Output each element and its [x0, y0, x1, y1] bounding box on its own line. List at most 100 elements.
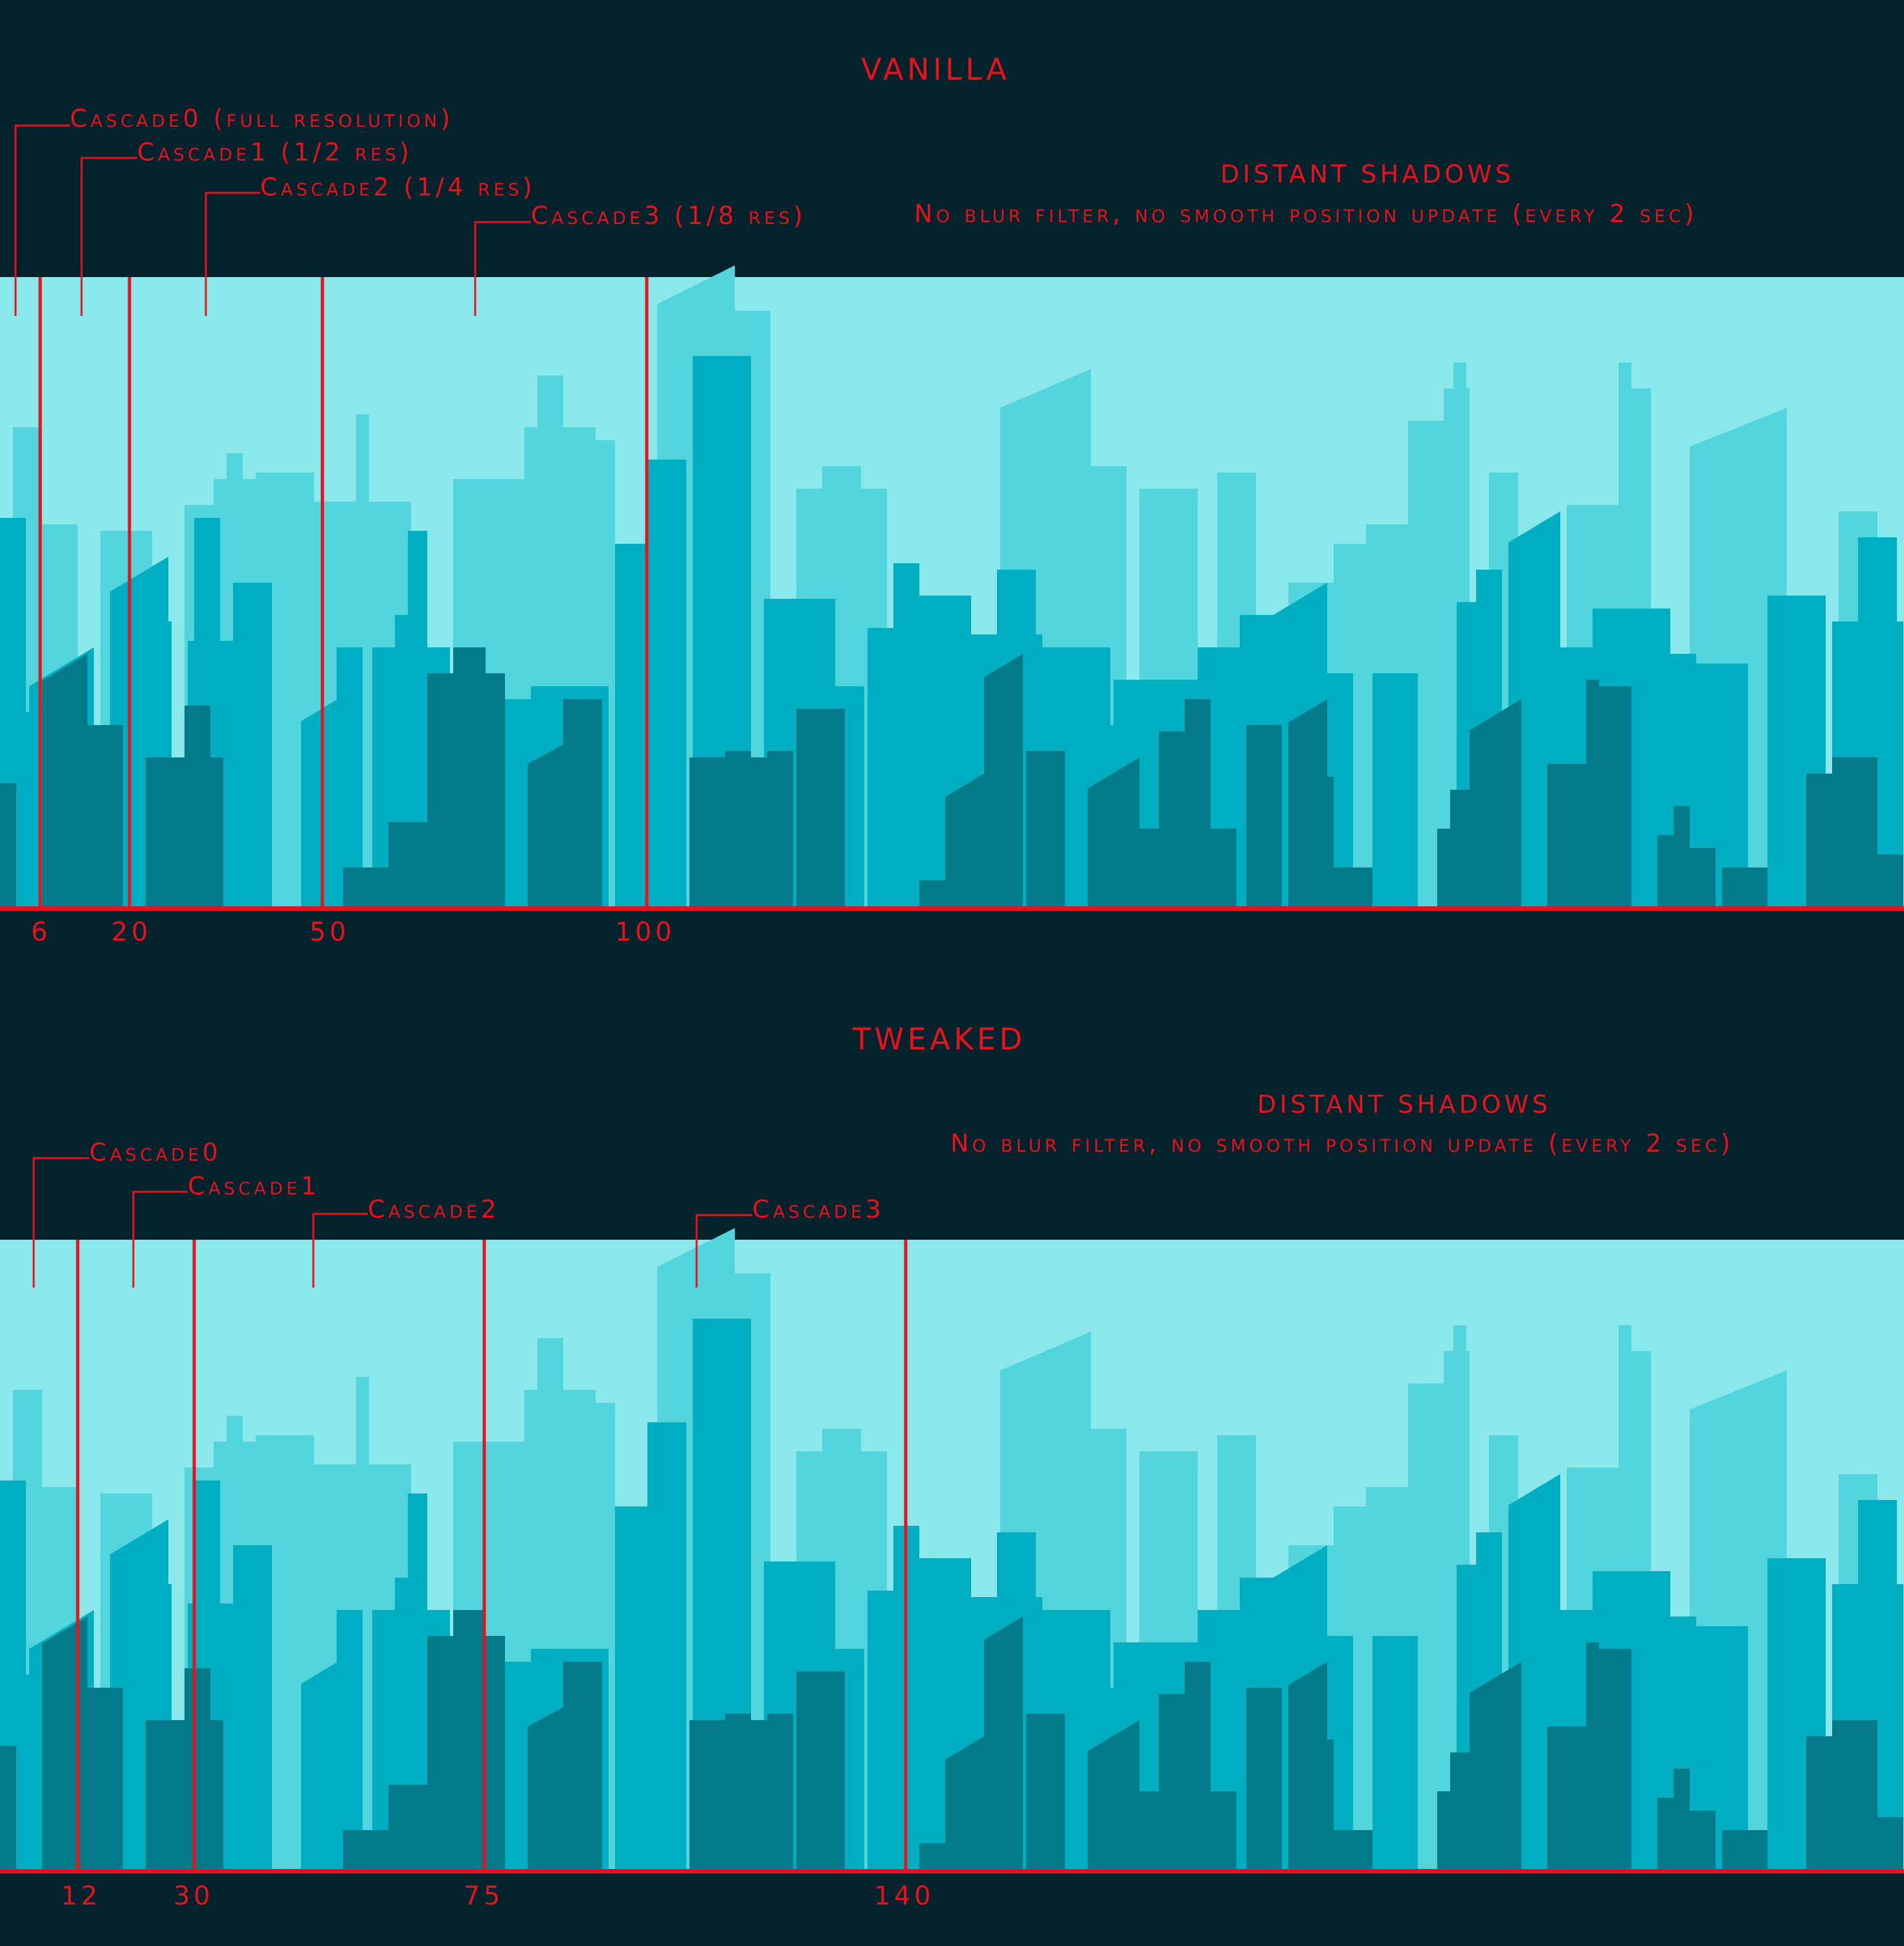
tweaked-near-building: [1674, 1769, 1690, 1869]
vanilla-near-building: [1185, 699, 1211, 906]
tweaked-cascade3-label: Cascade3: [752, 1195, 885, 1224]
tweaked-near-building: [1126, 1791, 1165, 1869]
vanilla-near-building: [1845, 777, 1865, 906]
vanilla-near-building: [563, 699, 602, 906]
tweaked-near-building: [1722, 1830, 1767, 1869]
vanilla-mid-building: [647, 460, 686, 906]
vanilla-cascade0-label: Cascade0 (full resolution): [70, 104, 454, 133]
vanilla-near-building: [0, 783, 16, 906]
tweaked-near-building: [945, 1736, 984, 1869]
vanilla-near-building: [1470, 699, 1521, 906]
tweaked-near-building: [1845, 1739, 1865, 1869]
vanilla-cascade-leader-line: [80, 157, 137, 316]
vanilla-near-building: [42, 654, 87, 906]
vanilla-near-building: [1690, 848, 1716, 906]
vanilla-distant-shadows-note: No blur filter, no smooth position updat…: [914, 199, 1697, 228]
tweaked-near-building: [563, 1662, 602, 1869]
vanilla-near-building: [725, 751, 751, 906]
tweaked-near-building: [1246, 1688, 1282, 1869]
vanilla-tick-label: 6: [31, 917, 52, 947]
tweaked-cascade1-label: Cascade1: [188, 1172, 320, 1200]
tweaked-city-illustration: [0, 1157, 1904, 1873]
vanilla-panel: VANILLA DISTANT SHADOWS No blur filter, …: [0, 54, 1904, 947]
tweaked-title: TWEAKED: [853, 1022, 1026, 1057]
tweaked-mid-building: [337, 1610, 363, 1869]
tweaked-near-building: [388, 1785, 427, 1869]
tweaked-near-building: [185, 1668, 210, 1869]
tweaked-near-building: [0, 1746, 16, 1869]
vanilla-near-building: [185, 706, 210, 906]
vanilla-near-building: [1207, 829, 1237, 906]
tweaked-near-building: [1207, 1791, 1237, 1869]
tweaked-cascade2-label: Cascade2: [368, 1195, 500, 1224]
tweaked-distant-shadows-note: No blur filter, no smooth position updat…: [950, 1129, 1734, 1158]
vanilla-near-building: [1674, 806, 1690, 906]
vanilla-near-building: [453, 647, 486, 906]
tweaked-distant-shadows-heading: DISTANT SHADOWS: [1257, 1090, 1551, 1119]
tweaked-near-building: [1308, 1739, 1334, 1869]
vanilla-city-illustration: [0, 124, 1904, 911]
tweaked-tick-label: 30: [174, 1881, 214, 1911]
tweaked-near-building: [796, 1672, 845, 1869]
vanilla-tick-label: 20: [111, 917, 152, 947]
vanilla-near-building: [1586, 680, 1599, 906]
vanilla-near-building: [796, 709, 845, 906]
vanilla-mid-building: [408, 531, 427, 906]
tweaked-mid-building: [1372, 1636, 1418, 1869]
vanilla-mid-building: [233, 583, 272, 906]
tweaked-cascade0-label: Cascade0: [89, 1138, 222, 1167]
tweaked-near-building: [767, 1714, 793, 1869]
vanilla-distant-shadows-heading: DISTANT SHADOWS: [1220, 160, 1514, 188]
tweaked-mid-building: [233, 1545, 272, 1869]
tweaked-near-building: [1586, 1642, 1599, 1869]
tweaked-mid-building: [1677, 1626, 1748, 1869]
tweaked-near-building: [919, 1843, 945, 1869]
vanilla-tick-label: 50: [309, 917, 350, 947]
tweaked-tick-label: 75: [464, 1881, 504, 1911]
vanilla-near-building: [945, 774, 984, 906]
vanilla-near-building: [1334, 867, 1372, 906]
vanilla-distance-markers: [0, 124, 1904, 911]
tweaked-near-building: [1185, 1662, 1211, 1869]
vanilla-near-building: [388, 822, 427, 906]
tweaked-near-building: [1806, 1736, 1832, 1869]
vanilla-near-building: [343, 867, 401, 906]
vanilla-near-building: [1308, 777, 1334, 906]
vanilla-near-building: [1246, 725, 1282, 906]
vanilla-cascade-leader-line: [474, 221, 531, 316]
tweaked-tick-label: 140: [874, 1881, 935, 1911]
tweaked-cascade-leader-line: [695, 1214, 752, 1288]
tweaked-near-building: [1865, 1817, 1903, 1869]
tweaked-near-building: [1599, 1649, 1631, 1869]
vanilla-near-building: [1722, 867, 1767, 906]
vanilla-mid-building: [893, 563, 919, 906]
tweaked-cascade-leader-line: [132, 1191, 188, 1288]
tweaked-near-building: [1690, 1811, 1716, 1869]
vanilla-cascade1-label: Cascade1 (1/2 res): [137, 138, 413, 166]
vanilla-cascade3-label: Cascade3 (1/8 res): [531, 201, 807, 230]
tweaked-near-building: [343, 1830, 401, 1869]
tweaked-tick-label: 12: [61, 1881, 102, 1911]
vanilla-mid-building: [1372, 673, 1418, 906]
tweaked-cascade-leader-line: [32, 1157, 89, 1288]
vanilla-cascade-leader-line: [14, 124, 70, 316]
vanilla-near-building: [1026, 751, 1065, 906]
tweaked-skyline: [0, 1228, 1903, 1869]
tweaked-near-building: [725, 1714, 751, 1869]
vanilla-cascade2-label: Cascade2 (1/4 res): [260, 173, 536, 201]
vanilla-near-building: [1806, 774, 1832, 906]
vanilla-near-building: [1126, 829, 1165, 906]
tweaked-near-building: [453, 1610, 486, 1869]
tweaked-near-building: [1470, 1662, 1521, 1869]
tweaked-near-building: [1334, 1830, 1372, 1869]
tweaked-near-building: [84, 1688, 123, 1869]
vanilla-near-building: [984, 654, 1023, 906]
tweaked-near-building: [42, 1616, 87, 1869]
vanilla-mid-building: [1677, 664, 1748, 906]
vanilla-tick-label: 100: [615, 917, 676, 947]
vanilla-near-building: [1599, 686, 1631, 906]
vanilla-near-building: [1865, 855, 1903, 906]
vanilla-mid-building: [337, 647, 363, 906]
vanilla-baseline: [0, 906, 1904, 911]
vanilla-cascade-leader-line: [205, 192, 260, 316]
